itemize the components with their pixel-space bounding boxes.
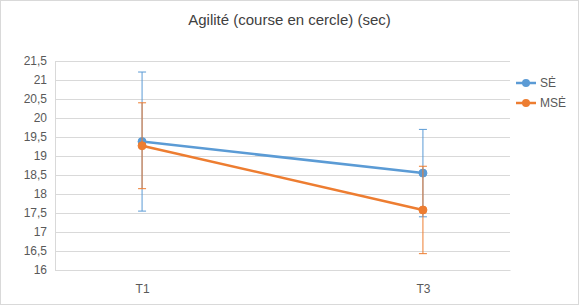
x-tick: T3: [416, 270, 430, 296]
grid-line: [55, 213, 510, 214]
error-bar-line: [419, 166, 427, 253]
y-axis-line: [55, 62, 56, 271]
grid-line: [55, 61, 510, 62]
y-tick: 20,5: [24, 92, 55, 106]
y-tick: 21: [34, 73, 55, 87]
y-tick: 16,5: [24, 244, 55, 258]
error-bar-line: [138, 72, 146, 211]
y-tick: 18,5: [24, 168, 55, 182]
grid-line: [55, 99, 510, 100]
chart-border: [1, 1, 579, 305]
series: [138, 72, 427, 217]
x-tick: T1: [136, 270, 150, 296]
y-tick: 19,5: [24, 130, 55, 144]
y-tick-label: 21,5: [24, 54, 48, 68]
y-tick-label: 17,5: [24, 206, 48, 220]
y-tick-label: 18: [34, 187, 48, 201]
legend: SĖ MSĖ: [516, 76, 566, 110]
legend-marker: [522, 79, 530, 87]
grid-line: [55, 194, 510, 195]
x-axis-line: [56, 270, 511, 271]
y-tick: 19: [34, 149, 55, 163]
y-tick: 17: [34, 225, 55, 239]
y-tick-label: 19: [34, 149, 48, 163]
y-tick-label: 21: [34, 73, 48, 87]
y-tick-label: 16: [34, 263, 48, 277]
x-tick-label: T1: [136, 282, 150, 296]
y-tick-label: 17: [34, 225, 48, 239]
y-tick: 21,5: [24, 54, 55, 68]
marker: [419, 206, 427, 214]
grid-line: [55, 137, 510, 138]
y-tick-label: 16,5: [24, 244, 48, 258]
series-line: [142, 146, 423, 210]
series: [138, 103, 427, 254]
grid-line: [55, 118, 510, 119]
series-line: [142, 142, 423, 174]
legend-marker: [522, 99, 530, 107]
error-bar: [419, 166, 427, 253]
grid-line: [55, 175, 510, 176]
y-tick: 20: [34, 111, 55, 125]
y-tick: 18: [34, 187, 55, 201]
legend-label: MSĖ: [540, 96, 566, 110]
chart: Agilité (course en cercle) (sec) 16 16,5 17…: [0, 0, 579, 305]
grid-line: [55, 270, 510, 271]
y-tick-label: 20: [34, 111, 48, 125]
x-axis: T1 T3: [56, 270, 511, 296]
grid-line: [55, 251, 510, 252]
y-tick: 16: [34, 263, 55, 277]
plot-area: [138, 72, 427, 254]
grid: [55, 62, 510, 271]
y-axis: 16 16,5 17 17,5 18 18,5 19 19,5 20 20,5 21 21,5: [24, 54, 56, 277]
chart-title: Agilité (course en cercle) (sec): [188, 11, 391, 28]
legend-label: SĖ: [540, 76, 556, 90]
error-bar: [138, 72, 146, 211]
grid-line: [55, 80, 510, 81]
y-tick-label: 20,5: [24, 92, 48, 106]
y-tick-label: 19,5: [24, 130, 48, 144]
y-tick: 17,5: [24, 206, 55, 220]
grid-line: [55, 232, 510, 233]
marker: [138, 142, 146, 150]
error-bar: [138, 103, 146, 189]
x-tick-label: T3: [416, 282, 430, 296]
error-bar-line: [138, 103, 146, 189]
y-tick-label: 18,5: [24, 168, 48, 182]
